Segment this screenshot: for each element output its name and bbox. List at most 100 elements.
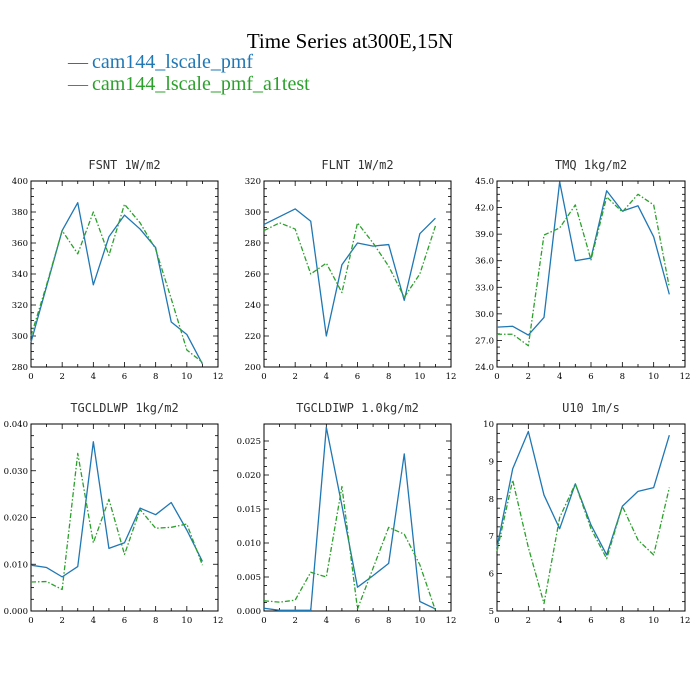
legend: — cam144_lscale_pmf— cam144_lscale_pmf_a1t… — [67, 51, 310, 95]
y-tick-label: 300 — [12, 332, 28, 342]
y-tick-label: 320 — [12, 301, 28, 311]
y-tick-label: 0.040 — [4, 420, 28, 430]
x-tick-label: 4 — [91, 372, 96, 382]
panel-2: TMQ 1kg/m2 0 2 4 6 8 10 12 24.0 27.0 30.0 33.0 36.0 3… — [475, 158, 690, 382]
y-tick-label: 300 — [245, 208, 261, 218]
y-tick-label: 10 — [483, 420, 494, 430]
x-tick-label: 8 — [153, 372, 158, 382]
y-tick-label: 0.010 — [4, 560, 28, 570]
y-tick-label: 36.0 — [475, 257, 494, 267]
panel-title: FLNT 1W/m2 — [321, 158, 393, 172]
x-tick-label: 4 — [557, 372, 562, 382]
x-tick-label: 2 — [526, 616, 531, 626]
series-line-cam144_lscale_pmf — [263, 426, 436, 611]
panel-1: FLNT 1W/m2 0 2 4 6 8 10 12 200 220 240 260 280 300 320 — [245, 158, 457, 382]
y-tick-label: 200 — [245, 363, 261, 373]
x-tick-label: 12 — [680, 616, 691, 626]
x-tick-label: 10 — [414, 616, 425, 626]
x-tick-label: 2 — [59, 372, 64, 382]
y-tick-label: 0.015 — [237, 505, 261, 515]
x-tick-label: 0 — [28, 372, 33, 382]
x-tick-label: 6 — [588, 616, 593, 626]
series-line-cam144_lscale_pmf_a1test — [497, 193, 670, 347]
x-tick-label: 0 — [261, 616, 266, 626]
y-tick-label: 0.005 — [237, 573, 261, 583]
x-tick-label: 4 — [324, 616, 329, 626]
panel-title: TGCLDIWP 1.0kg/m2 — [296, 401, 419, 415]
plot-frame — [30, 423, 219, 612]
x-tick-label: 0 — [494, 616, 499, 626]
x-tick-label: 2 — [292, 372, 297, 382]
x-tick-label: 0 — [261, 372, 266, 382]
y-tick-label: 24.0 — [475, 363, 494, 373]
y-tick-label: 7 — [489, 532, 494, 542]
series-line-cam144_lscale_pmf_a1test — [496, 479, 670, 605]
x-tick-label: 6 — [122, 372, 127, 382]
legend-label: cam144_lscale_pmf_a1test — [92, 73, 310, 95]
figure-title: Time Series at300E,15N — [247, 29, 453, 53]
panel-title: FSNT 1W/m2 — [88, 158, 160, 172]
series-line-cam144_lscale_pmf — [496, 430, 670, 556]
plot-frame — [263, 180, 452, 368]
plot-frame — [496, 423, 686, 612]
y-tick-label: 0.025 — [237, 437, 261, 447]
x-tick-label: 10 — [648, 616, 659, 626]
plot-frame — [263, 423, 452, 612]
x-tick-label: 0 — [494, 372, 499, 382]
series-line-cam144_lscale_pmf — [30, 441, 204, 578]
series-line-cam144_lscale_pmf_a1test — [30, 452, 204, 591]
series-line-cam144_lscale_pmf_a1test — [30, 203, 203, 363]
x-tick-label: 2 — [59, 616, 64, 626]
panel-0: FSNT 1W/m2 0 2 4 6 8 10 12 280 300 320 340 360 380 400 — [12, 158, 224, 382]
y-tick-label: 9 — [489, 457, 494, 467]
legend-marker: — — [67, 73, 89, 95]
panels: FSNT 1W/m20 2 4 6 8 10 12280300320340360380400… — [4, 158, 691, 626]
y-tick-label: 30.0 — [475, 310, 494, 320]
series-line-cam144_lscale_pmf_a1test — [263, 222, 437, 298]
y-tick-label: 0.030 — [4, 467, 28, 477]
legend-marker: — — [67, 51, 89, 73]
y-tick-label: 340 — [12, 270, 28, 280]
panel-title: TMQ 1kg/m2 — [555, 158, 627, 172]
legend-label: cam144_lscale_pmf — [92, 51, 253, 73]
y-tick-label: 0.020 — [4, 514, 28, 524]
x-tick-label: 8 — [153, 616, 158, 626]
y-tick-label: 260 — [245, 270, 261, 280]
y-tick-label: 400 — [12, 177, 28, 187]
x-tick-label: 12 — [213, 372, 224, 382]
y-tick-label: 0.000 — [237, 607, 261, 617]
x-tick-label: 6 — [588, 372, 593, 382]
x-tick-label: 8 — [620, 616, 625, 626]
legend-entry-0: — cam144_lscale_pmf — [67, 51, 253, 73]
x-tick-label: 8 — [386, 372, 391, 382]
panel-5: U10 1m/s 0 2 4 6 8 10 12 5 6 7 8 9 10 — [483, 401, 690, 626]
legend-entry-1: — cam144_lscale_pmf_a1test — [67, 73, 310, 95]
x-tick-label: 0 — [28, 616, 33, 626]
x-tick-label: 4 — [557, 616, 562, 626]
x-tick-label: 8 — [620, 372, 625, 382]
series-line-cam144_lscale_pmf — [30, 202, 203, 365]
x-tick-label: 4 — [91, 616, 96, 626]
x-tick-label: 10 — [181, 616, 192, 626]
y-tick-label: 0.020 — [237, 471, 261, 481]
y-tick-label: 6 — [489, 570, 494, 580]
series-line-cam144_lscale_pmf — [496, 181, 670, 336]
y-tick-label: 0.000 — [4, 607, 28, 617]
x-tick-label: 12 — [213, 616, 224, 626]
series-line-cam144_lscale_pmf_a1test — [263, 485, 437, 611]
y-tick-label: 240 — [245, 301, 261, 311]
y-tick-label: 380 — [12, 208, 28, 218]
panel-3: TGCLDLWP 1kg/m2 0 2 4 6 8 10 12 0.000 0.010 0.020 0… — [4, 401, 224, 626]
plot-frame — [496, 180, 686, 368]
x-tick-label: 10 — [414, 372, 425, 382]
x-tick-label: 4 — [324, 372, 329, 382]
y-tick-label: 320 — [245, 177, 261, 187]
x-tick-label: 6 — [122, 616, 127, 626]
x-tick-label: 2 — [292, 616, 297, 626]
x-tick-label: 10 — [648, 372, 659, 382]
x-tick-label: 12 — [446, 616, 457, 626]
series-line-cam144_lscale_pmf — [263, 208, 436, 337]
y-tick-label: 0.010 — [237, 539, 261, 549]
x-tick-label: 10 — [181, 372, 192, 382]
